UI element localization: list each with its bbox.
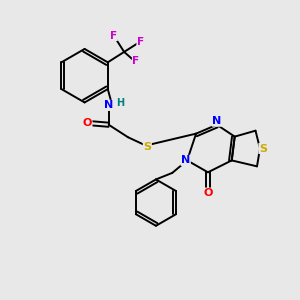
Text: N: N xyxy=(181,155,190,165)
Text: N: N xyxy=(104,100,113,110)
Text: F: F xyxy=(137,37,144,46)
Text: S: S xyxy=(143,142,151,152)
Text: S: S xyxy=(259,143,267,154)
Text: F: F xyxy=(110,31,117,40)
Text: H: H xyxy=(116,98,124,108)
Text: O: O xyxy=(82,118,92,128)
Text: O: O xyxy=(203,188,213,198)
Text: N: N xyxy=(212,116,221,126)
Text: F: F xyxy=(133,56,140,66)
